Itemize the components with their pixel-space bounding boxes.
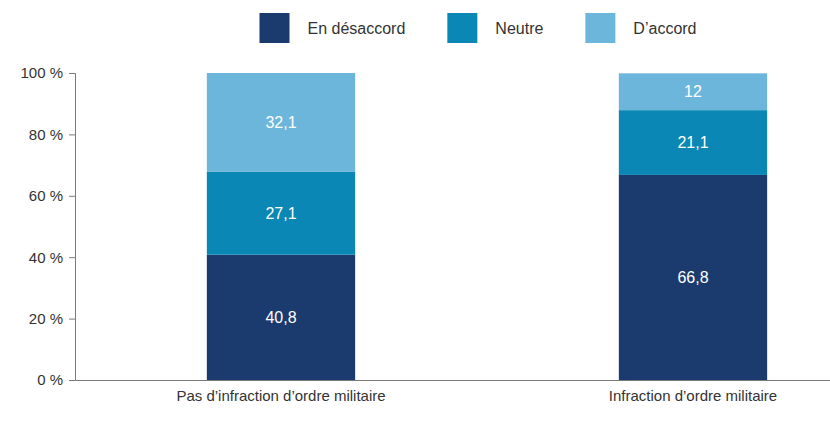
legend-swatch — [447, 13, 477, 43]
tick-mark — [69, 257, 75, 258]
tick-label: 100 % — [20, 64, 63, 81]
data-label: 40,8 — [265, 309, 296, 326]
tick: 20 % — [29, 310, 75, 327]
tick-mark — [69, 380, 75, 381]
tick: 60 % — [29, 187, 75, 204]
tick: 40 % — [29, 249, 75, 266]
axis-line — [76, 380, 830, 381]
tick-mark — [69, 134, 75, 135]
tick-label: Infraction d’ordre militaire — [609, 387, 777, 404]
tick: Infraction d’ordre militaire — [609, 387, 777, 404]
tick-label: Pas d’infraction d’ordre militaire — [176, 387, 385, 404]
tick: 0 % — [37, 371, 75, 388]
bars — [207, 73, 767, 380]
data-label: 32,1 — [265, 114, 296, 131]
tick-label: 80 % — [29, 126, 63, 143]
tick: Pas d’infraction d’ordre militaire — [176, 387, 385, 404]
legend: En désaccord Neutre D’accord — [259, 13, 696, 43]
x-axis: Pas d’infraction d’ordre militaire Infrac… — [76, 381, 830, 404]
tick: 80 % — [29, 126, 75, 143]
legend-swatch — [259, 13, 289, 43]
data-label: 27,1 — [265, 205, 296, 222]
legend-item: En désaccord — [259, 13, 405, 43]
legend-item: Neutre — [447, 13, 543, 43]
legend-item: D’accord — [585, 13, 696, 43]
data-labels: 40,8 66,8 27,1 21,1 32,1 12 — [265, 83, 708, 326]
chart: 40,8 66,8 27,1 21,1 32,1 12 0 % 20 % 40 % 60 % 80 … — [0, 0, 830, 426]
tick-mark — [69, 196, 75, 197]
bar — [207, 255, 355, 380]
axis-line — [69, 74, 76, 381]
legend-label: En désaccord — [307, 20, 405, 37]
y-axis: 0 % 20 % 40 % 60 % 80 % 100 % — [20, 64, 75, 388]
legend-label: D’accord — [633, 20, 696, 37]
tick-mark — [69, 319, 75, 320]
data-label: 21,1 — [677, 134, 708, 151]
bar — [619, 110, 767, 175]
bar — [619, 175, 767, 380]
bar — [619, 73, 767, 110]
bar — [207, 172, 355, 255]
tick-label: 0 % — [37, 371, 63, 388]
tick: 100 % — [20, 64, 75, 81]
tick-label: 20 % — [29, 310, 63, 327]
legend-label: Neutre — [495, 20, 543, 37]
tick-mark — [69, 73, 75, 74]
bar — [207, 73, 355, 172]
tick-label: 60 % — [29, 187, 63, 204]
data-label: 66,8 — [677, 269, 708, 286]
data-label: 12 — [684, 83, 702, 100]
legend-swatch — [585, 13, 615, 43]
tick-label: 40 % — [29, 249, 63, 266]
